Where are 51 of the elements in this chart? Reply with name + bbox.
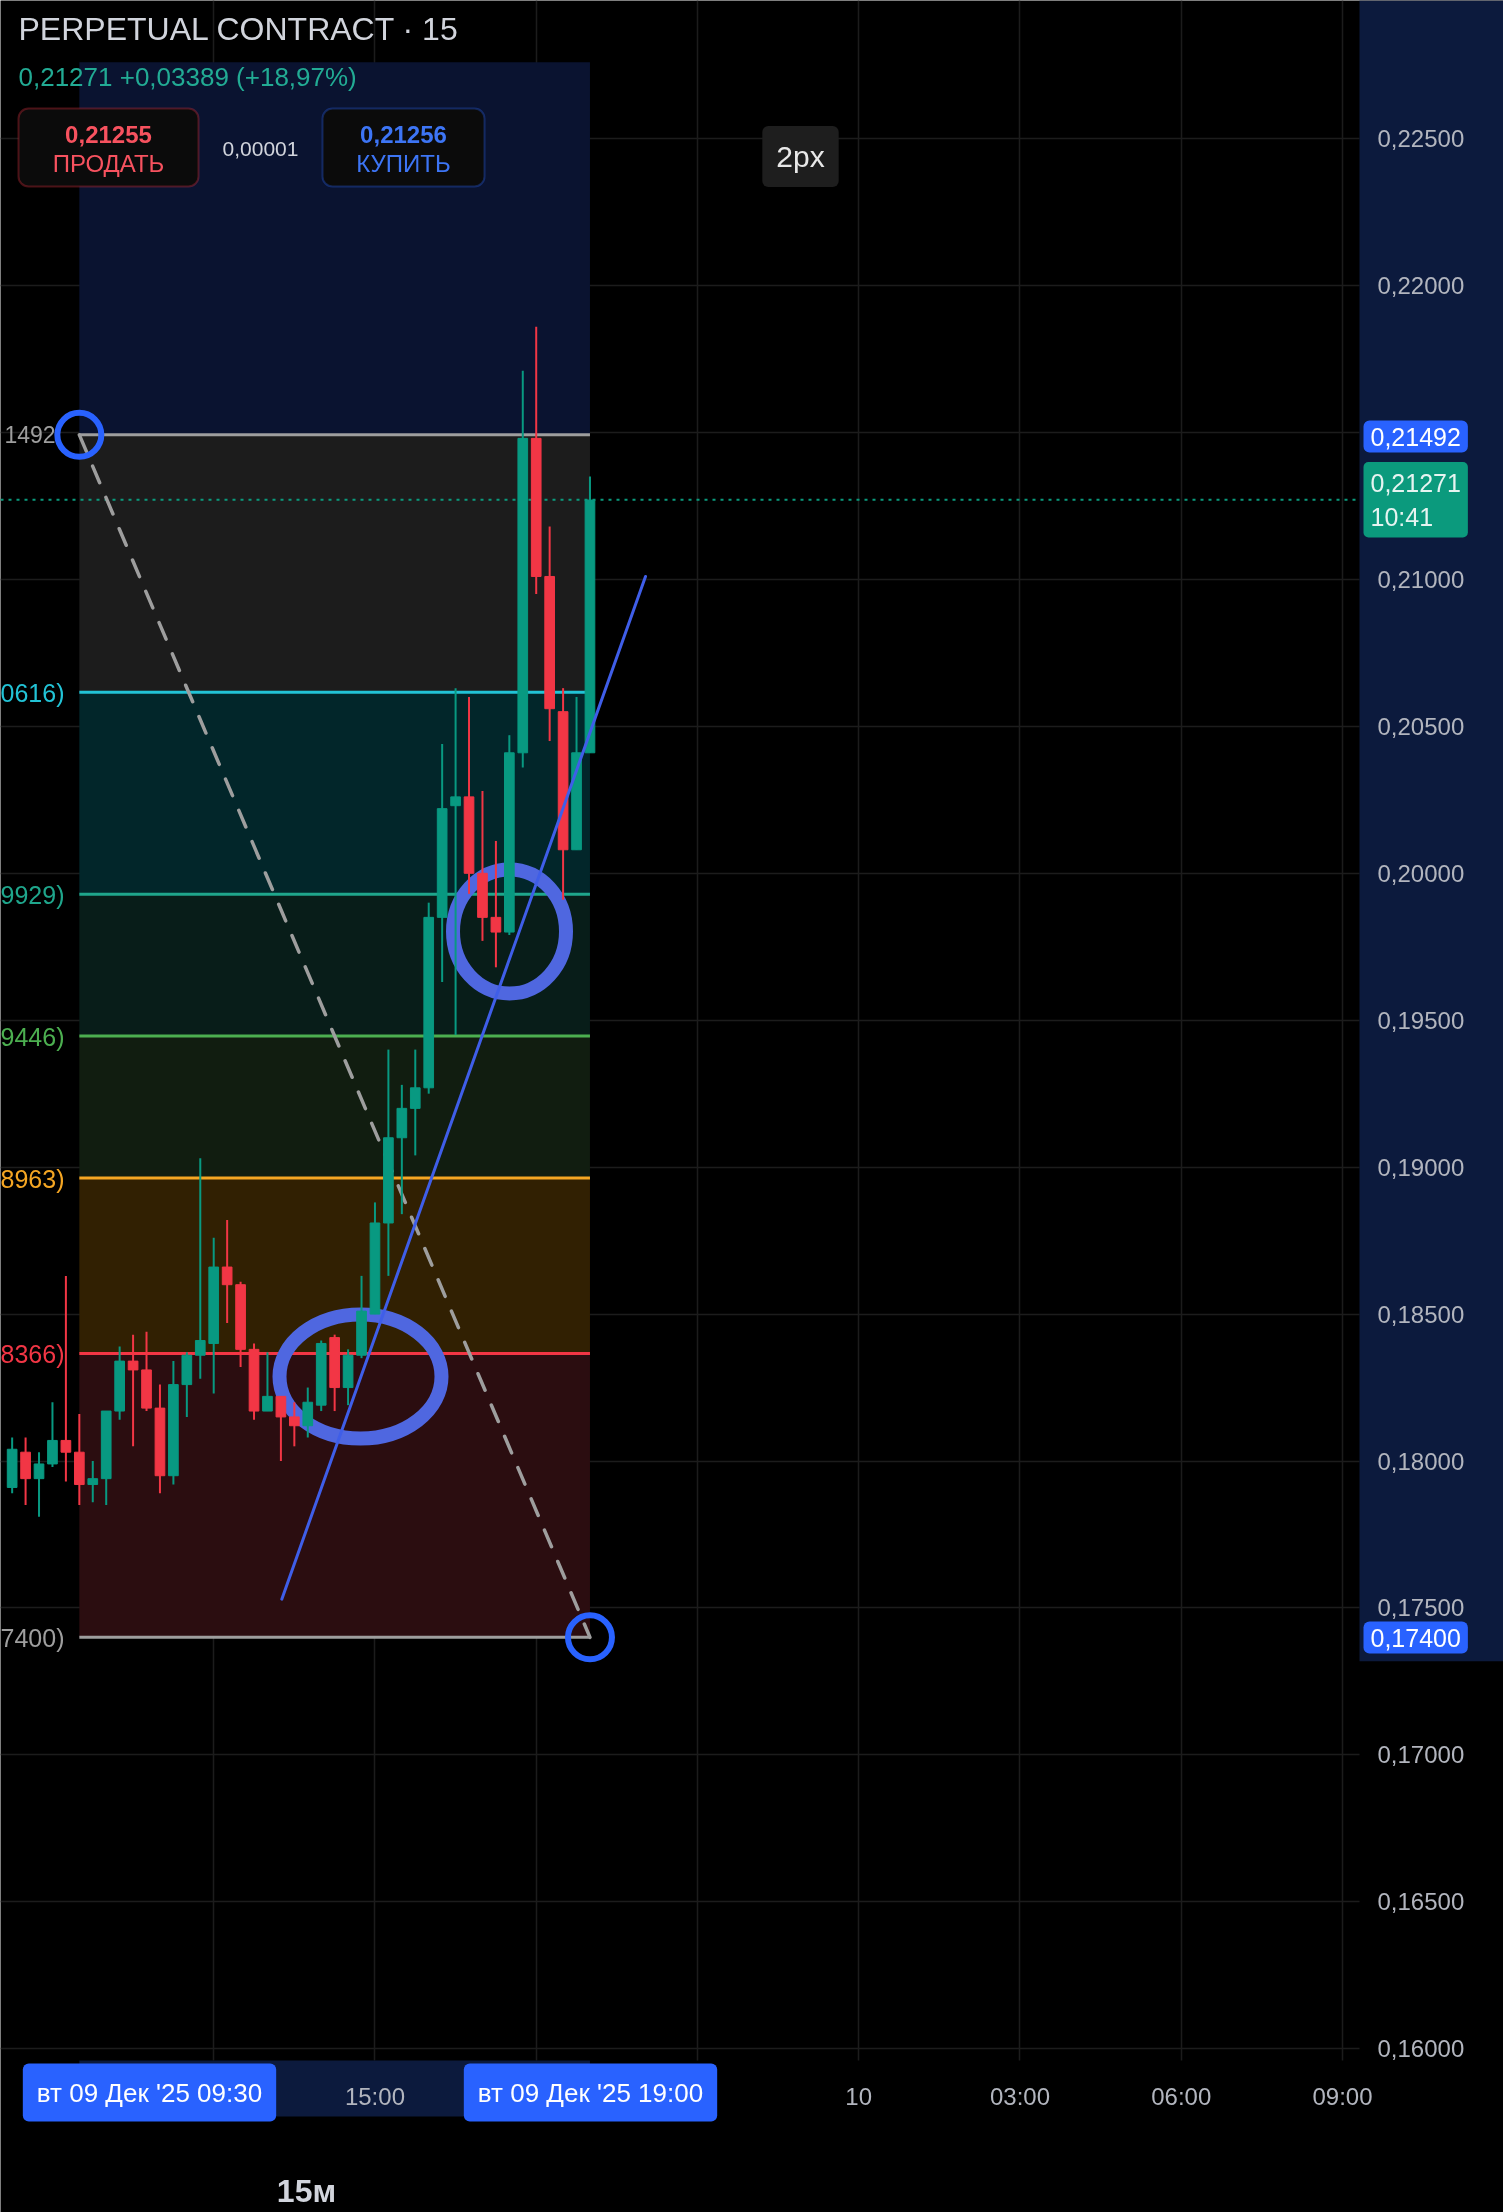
annotation: 7400) <box>0 1623 65 1652</box>
y-tick-label: 0,18000 <box>1377 1447 1465 1475</box>
candlestick <box>33 1451 45 1518</box>
text: вт 09 Дек '25 09:30 <box>36 2077 263 2108</box>
annotation: 9929) <box>0 880 65 909</box>
candlestick <box>221 1219 233 1324</box>
text: 0,17400 <box>1370 1623 1461 1652</box>
x-tick-label: 09:00 <box>1312 2082 1373 2110</box>
x-tick-label: 10 <box>845 2082 873 2110</box>
x-tick-label: 06:00 <box>1151 2082 1212 2110</box>
y-tick-label: 0,21000 <box>1377 565 1465 593</box>
y-tick-label: 0,17500 <box>1377 1594 1465 1622</box>
text: 15м <box>276 2172 337 2209</box>
chart-title: PERPETUAL CONTRACT · 15 <box>18 10 458 47</box>
x-tick-label: 15:00 <box>344 2082 405 2110</box>
y-tick-label: 0,16000 <box>1377 2035 1465 2063</box>
y-tick-label: 0,19000 <box>1377 1153 1465 1181</box>
candlestick <box>289 1401 300 1448</box>
y-tick-label: 0,22000 <box>1377 272 1465 300</box>
annotation: 0,00001 <box>222 136 299 160</box>
x-tick-label: 03:00 <box>989 2082 1051 2110</box>
candlestick <box>302 1386 314 1439</box>
candlestick <box>275 1395 287 1463</box>
annotation: 9446) <box>0 1022 65 1051</box>
annotation: 0,21255 <box>65 121 152 148</box>
y-tick-label: 0,20500 <box>1377 712 1465 740</box>
annotation: ПРОДАТЬ <box>52 150 165 177</box>
y-tick-label: 0,16500 <box>1377 1888 1465 1916</box>
candlestick <box>194 1157 206 1380</box>
y-tick-label: 0,18500 <box>1377 1300 1465 1328</box>
candlestick <box>262 1351 273 1413</box>
text: 0,21271 +0,03389 (+18,97%) <box>18 61 357 92</box>
y-tick-label: 0,17000 <box>1377 1741 1465 1769</box>
text: 0,21492 <box>1370 422 1461 451</box>
text: вт 09 Дек '25 19:00 <box>477 2077 704 2108</box>
ref-line-label: 0,21271 10:41 <box>1370 468 1461 531</box>
candlestick <box>87 1460 99 1504</box>
candlestick <box>409 1048 421 1157</box>
annotation: 8963) <box>0 1164 65 1193</box>
annotation: 1492 <box>4 422 56 448</box>
annotation: 0,21256 <box>360 121 447 148</box>
candlestick <box>490 839 502 969</box>
y-tick-label: 0,20000 <box>1377 859 1465 887</box>
annotation: 0616) <box>0 678 65 707</box>
annotation: 2px <box>776 140 825 173</box>
annotation: КУПИТЬ <box>356 150 451 177</box>
y-tick-label: 0,19500 <box>1377 1006 1465 1034</box>
candlestick <box>450 687 461 1036</box>
candlestick <box>47 1401 58 1468</box>
y-tick-label: 0,22500 <box>1377 125 1465 153</box>
annotation: 8366) <box>0 1339 65 1368</box>
